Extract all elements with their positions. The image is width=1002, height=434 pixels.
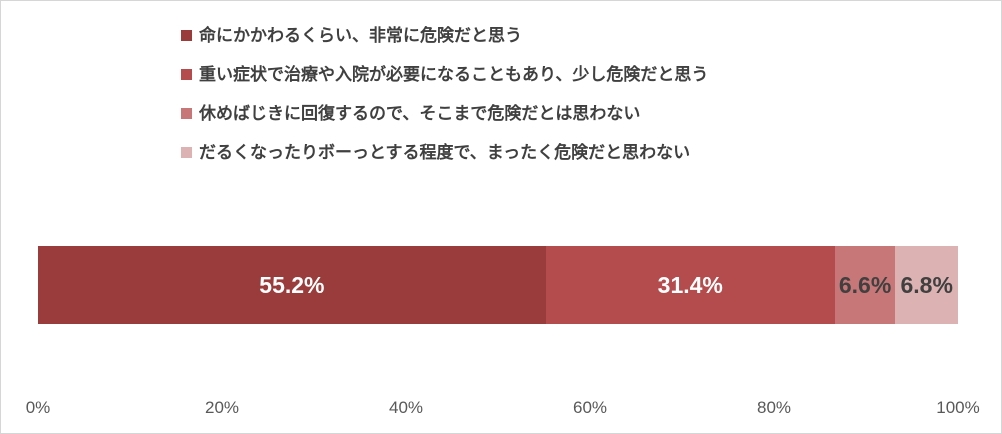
axis-tick-label: 0%: [25, 398, 51, 417]
legend-item: 休めばじきに回復するので、そこまで危険だとは思わない: [181, 100, 708, 127]
legend-swatch-icon: [181, 108, 192, 119]
axis-tick-label: 20%: [204, 398, 240, 417]
bar-segment-data-label: 6.6%: [838, 271, 892, 298]
bar-segment-data-label: 55.2%: [259, 271, 325, 298]
axis-tick-label: 60%: [572, 398, 608, 417]
axis-tick-label: 100%: [936, 398, 980, 417]
legend-label: 命にかかわるくらい、非常に危険だと思う: [199, 26, 522, 45]
bar-segment-data-label: 31.4%: [657, 271, 723, 298]
bar-segment: 55.2%: [38, 246, 546, 324]
stacked-bar: 55.2% 31.4% 6.6% 6.8%: [38, 246, 958, 324]
axis-tick-label: 80%: [756, 398, 792, 417]
bar-segment: 31.4%: [545, 246, 835, 324]
legend-label: 重い症状で治療や入院が必要になることもあり、少し危険だと思う: [199, 65, 709, 84]
x-axis: 0% 20% 40% 60% 80% 100%: [26, 397, 980, 419]
legend-swatch-icon: [181, 147, 192, 158]
bar-segment: 6.8%: [895, 246, 958, 324]
legend-label: だるくなったりボーっとする程度で、まったく危険だと思わない: [199, 143, 691, 162]
legend-item: だるくなったりボーっとする程度で、まったく危険だと思わない: [181, 139, 708, 166]
legend-item: 重い症状で治療や入院が必要になることもあり、少し危険だと思う: [181, 61, 708, 88]
legend-label: 休めばじきに回復するので、そこまで危険だとは思わない: [199, 104, 641, 123]
axis-tick-label: 40%: [388, 398, 424, 417]
bar-segment-data-label: 6.8%: [900, 271, 953, 298]
legend-swatch-icon: [181, 30, 192, 41]
legend-swatch-icon: [181, 69, 192, 80]
chart-legend: 命にかかわるくらい、非常に危険だと思う重い症状で治療や入院が必要になることもあり…: [181, 22, 708, 178]
legend-item: 命にかかわるくらい、非常に危険だと思う: [181, 22, 708, 49]
bar-segment: 6.6%: [834, 246, 896, 324]
